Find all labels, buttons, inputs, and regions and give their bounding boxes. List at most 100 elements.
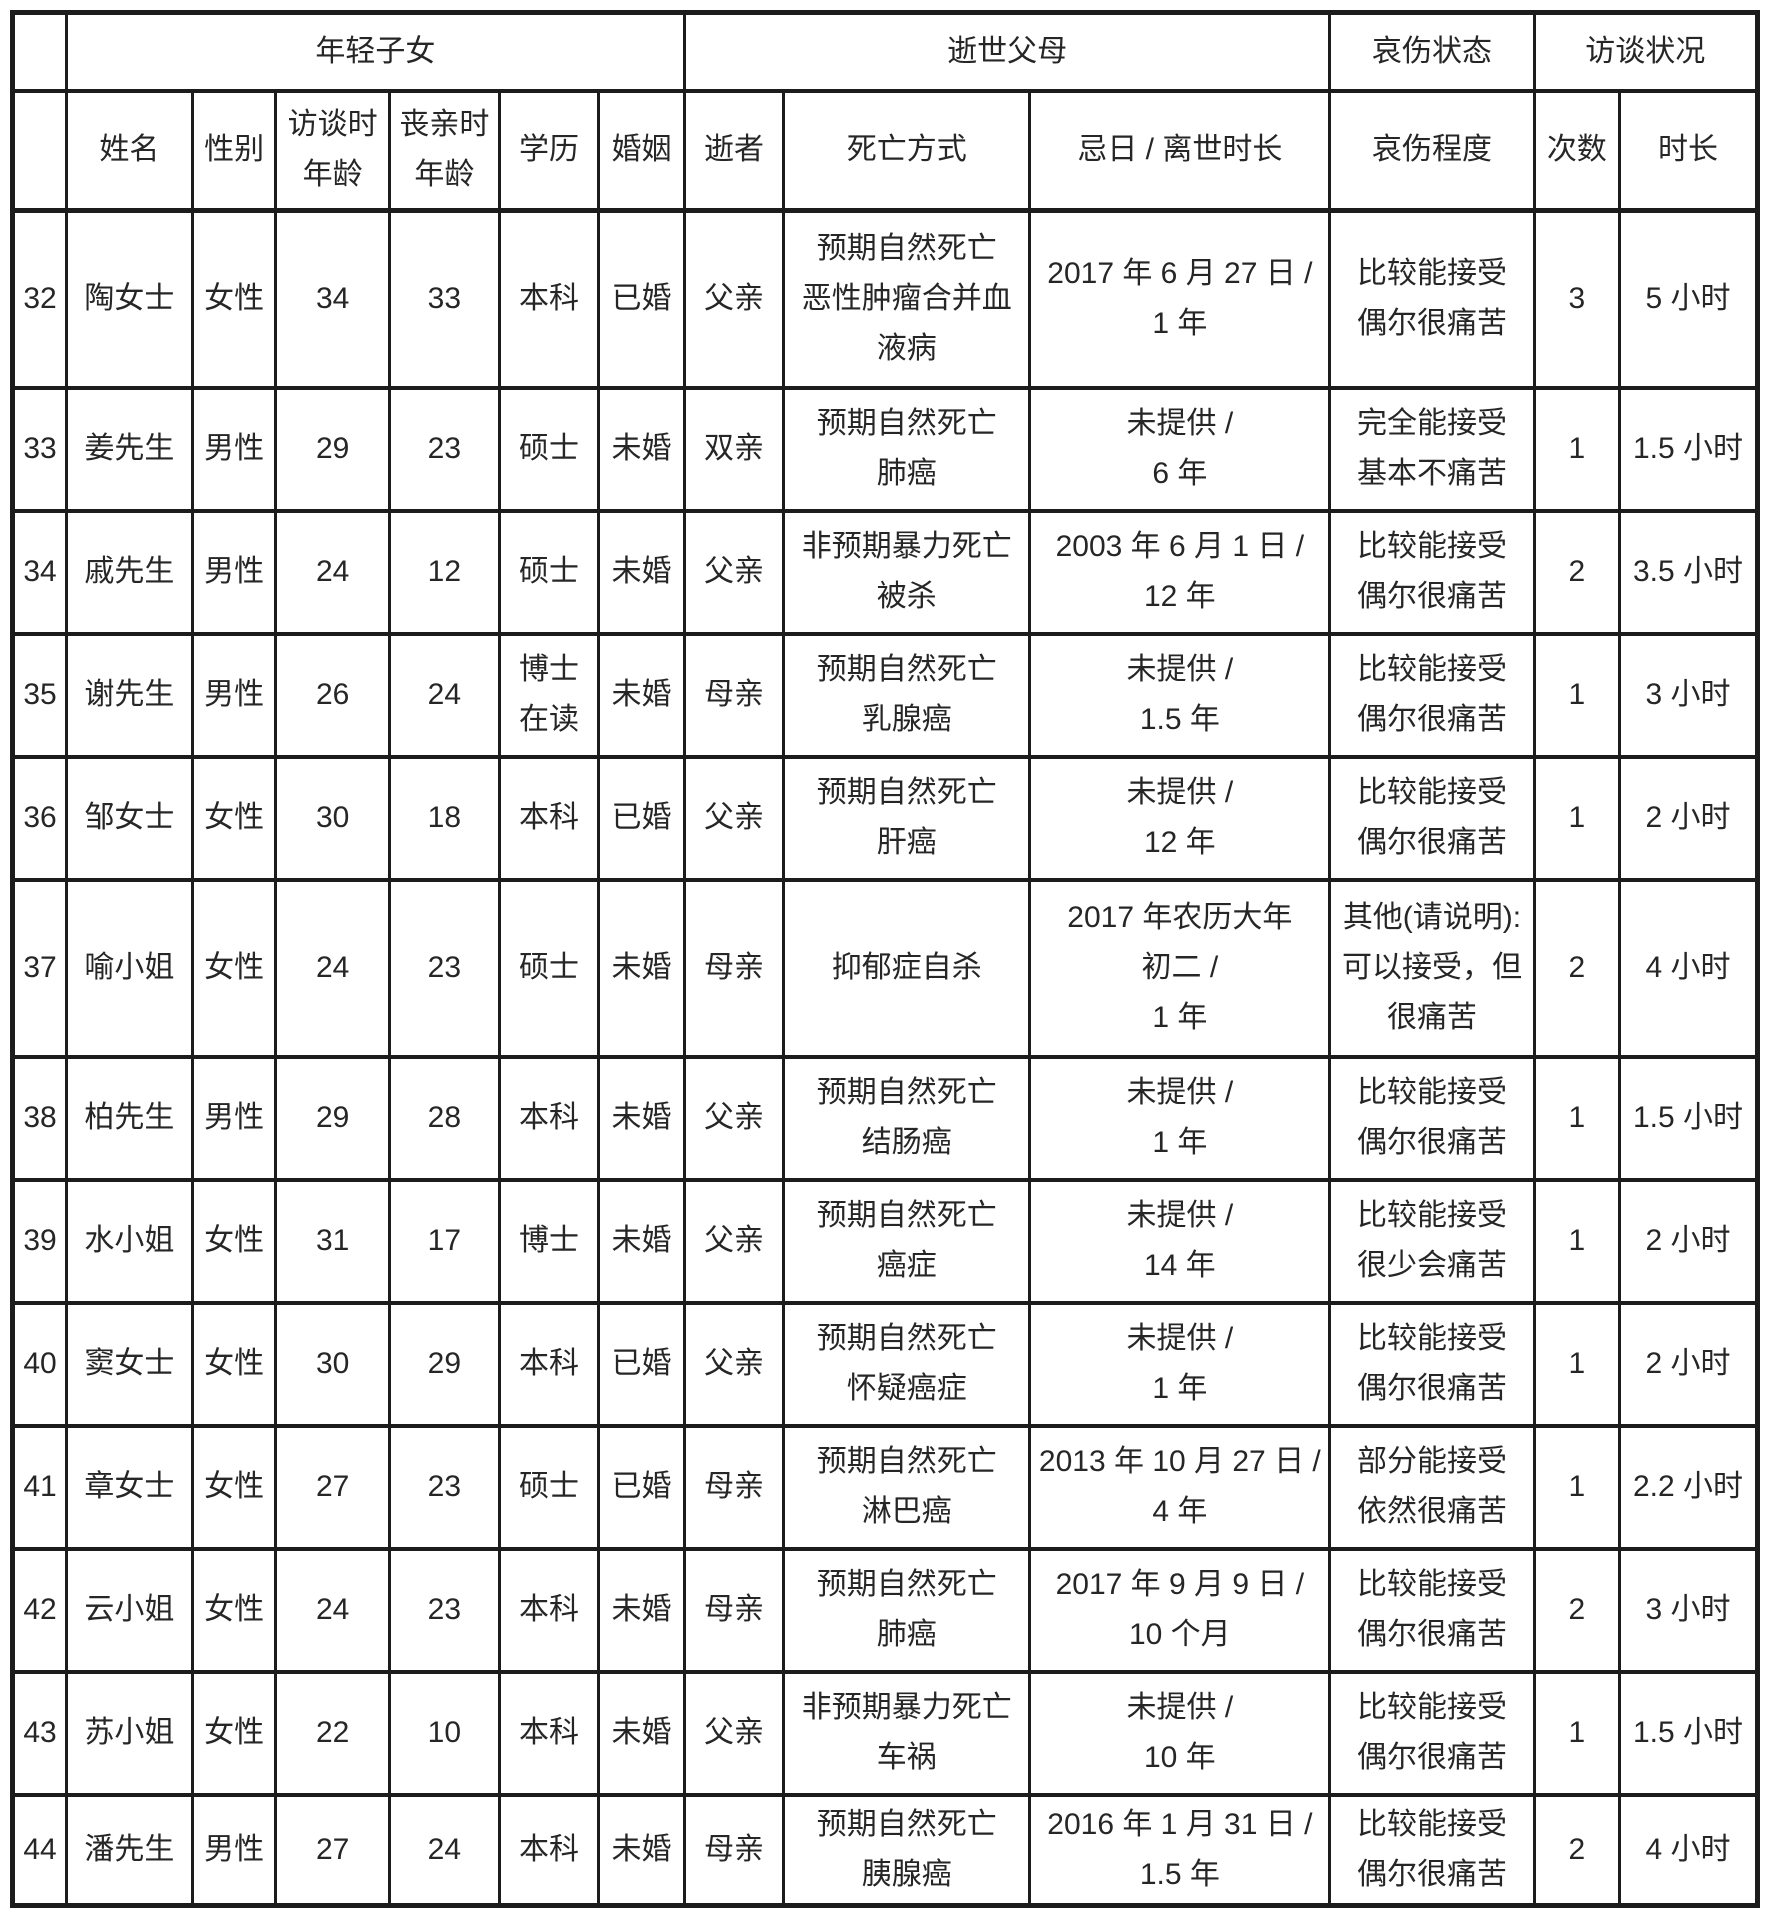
- cell-row-number: 42: [10, 1546, 69, 1674]
- cell-age-at-bereavement: 23: [387, 1546, 501, 1674]
- header-sub-row: 姓名 性别 访谈时 年龄 丧亲时 年龄 学历 婚姻 逝者 死亡方式 忌日 / 离…: [10, 88, 1759, 213]
- cell-deceased: 母亲: [682, 1423, 786, 1551]
- participants-table: 年轻子女 逝世父母 哀伤状态 访谈状况 姓名 性别 访谈时 年龄 丧亲时 年龄 …: [10, 10, 1760, 1908]
- cell-age-at-bereavement: 12: [387, 508, 501, 636]
- cell-times: 1: [1532, 1054, 1622, 1182]
- cell-age-at-interview: 22: [274, 1669, 391, 1797]
- cell-duration: 2 小时: [1618, 754, 1759, 882]
- cell-deceased: 父亲: [682, 208, 786, 390]
- cell-anniversary: 2016 年 1 月 31 日 / 1.5 年: [1028, 1792, 1332, 1908]
- cell-deceased: 父亲: [682, 754, 786, 882]
- cell-anniversary: 未提供 / 12 年: [1028, 754, 1332, 882]
- cell-name: 喻小姐: [65, 877, 194, 1059]
- cell-death-mode: 预期自然死亡 乳腺癌: [782, 631, 1032, 759]
- cell-gender: 女性: [190, 1669, 278, 1797]
- cell-education: 硕士: [497, 508, 601, 636]
- table-row: 44 潘先生 男性 27 24 本科 未婚 母亲 预期自然死亡 胰腺癌 2016…: [10, 1792, 1759, 1908]
- table-row: 41 章女士 女性 27 23 硕士 已婚 母亲 预期自然死亡 淋巴癌 2013…: [10, 1423, 1759, 1551]
- cell-grief-degree: 比较能接受 偶尔很痛苦: [1328, 1054, 1536, 1182]
- cell-death-mode: 预期自然死亡 恶性肿瘤合并血 液病: [782, 208, 1032, 390]
- cell-grief-degree: 比较能接受 很少会痛苦: [1328, 1177, 1536, 1305]
- cell-marriage: 未婚: [597, 508, 686, 636]
- cell-anniversary: 未提供 / 10 年: [1028, 1669, 1332, 1797]
- cell-education: 硕士: [497, 385, 601, 513]
- cell-marriage: 未婚: [597, 1792, 686, 1908]
- cell-education: 本科: [497, 1546, 601, 1674]
- cell-education: 本科: [497, 1669, 601, 1797]
- table-row: 34 戚先生 男性 24 12 硕士 未婚 父亲 非预期暴力死亡 被杀 2003…: [10, 508, 1759, 636]
- cell-age-at-interview: 24: [274, 1546, 391, 1674]
- cell-times: 1: [1532, 385, 1622, 513]
- cell-age-at-interview: 29: [274, 385, 391, 513]
- cell-education: 本科: [497, 1792, 601, 1908]
- cell-marriage: 未婚: [597, 385, 686, 513]
- cell-anniversary: 未提供 / 1 年: [1028, 1054, 1332, 1182]
- cell-duration: 4 小时: [1618, 877, 1759, 1059]
- col-header-duration: 时长: [1618, 88, 1759, 213]
- table-row: 33 姜先生 男性 29 23 硕士 未婚 双亲 预期自然死亡 肺癌 未提供 /…: [10, 385, 1759, 513]
- cell-grief-degree: 部分能接受 依然很痛苦: [1328, 1423, 1536, 1551]
- cell-duration: 1.5 小时: [1618, 1669, 1759, 1797]
- cell-death-mode: 预期自然死亡 胰腺癌: [782, 1792, 1032, 1908]
- cell-marriage: 未婚: [597, 1546, 686, 1674]
- cell-age-at-bereavement: 23: [387, 385, 501, 513]
- col-header-grief-degree: 哀伤程度: [1328, 88, 1536, 213]
- cell-death-mode: 非预期暴力死亡 被杀: [782, 508, 1032, 636]
- col-header-anniversary: 忌日 / 离世时长: [1028, 88, 1332, 213]
- cell-name: 柏先生: [65, 1054, 194, 1182]
- cell-times: 1: [1532, 754, 1622, 882]
- group-grief-state: 哀伤状态: [1328, 10, 1536, 93]
- table-row: 32 陶女士 女性 34 33 本科 已婚 父亲 预期自然死亡 恶性肿瘤合并血 …: [10, 208, 1759, 390]
- cell-deceased: 母亲: [682, 1546, 786, 1674]
- cell-death-mode: 预期自然死亡 癌症: [782, 1177, 1032, 1305]
- cell-grief-degree: 比较能接受 偶尔很痛苦: [1328, 631, 1536, 759]
- cell-deceased: 父亲: [682, 508, 786, 636]
- cell-gender: 女性: [190, 1300, 278, 1428]
- cell-education: 博士: [497, 1177, 601, 1305]
- cell-row-number: 40: [10, 1300, 69, 1428]
- table-row: 43 苏小姐 女性 22 10 本科 未婚 父亲 非预期暴力死亡 车祸 未提供 …: [10, 1669, 1759, 1797]
- cell-age-at-bereavement: 17: [387, 1177, 501, 1305]
- cell-duration: 3 小时: [1618, 631, 1759, 759]
- table-row: 37 喻小姐 女性 24 23 硕士 未婚 母亲 抑郁症自杀 2017 年农历大…: [10, 877, 1759, 1059]
- cell-grief-degree: 比较能接受 偶尔很痛苦: [1328, 1546, 1536, 1674]
- cell-deceased: 母亲: [682, 1792, 786, 1908]
- corner-cell-bottom: [10, 88, 69, 213]
- corner-cell-top: [10, 10, 69, 93]
- table-row: 40 窦女士 女性 30 29 本科 已婚 父亲 预期自然死亡 怀疑癌症 未提供…: [10, 1300, 1759, 1428]
- cell-anniversary: 2003 年 6 月 1 日 / 12 年: [1028, 508, 1332, 636]
- cell-age-at-bereavement: 24: [387, 631, 501, 759]
- cell-anniversary: 2013 年 10 月 27 日 / 4 年: [1028, 1423, 1332, 1551]
- col-header-name: 姓名: [65, 88, 194, 213]
- cell-name: 邹女士: [65, 754, 194, 882]
- cell-age-at-interview: 34: [274, 208, 391, 390]
- cell-death-mode: 非预期暴力死亡 车祸: [782, 1669, 1032, 1797]
- cell-times: 3: [1532, 208, 1622, 390]
- cell-name: 谢先生: [65, 631, 194, 759]
- cell-age-at-bereavement: 24: [387, 1792, 501, 1908]
- cell-name: 陶女士: [65, 208, 194, 390]
- cell-age-at-bereavement: 28: [387, 1054, 501, 1182]
- table-body: 32 陶女士 女性 34 33 本科 已婚 父亲 预期自然死亡 恶性肿瘤合并血 …: [10, 208, 1759, 1908]
- cell-gender: 女性: [190, 1423, 278, 1551]
- cell-grief-degree: 完全能接受 基本不痛苦: [1328, 385, 1536, 513]
- cell-age-at-interview: 30: [274, 1300, 391, 1428]
- col-header-age-at-interview: 访谈时 年龄: [274, 88, 391, 213]
- cell-anniversary: 2017 年 6 月 27 日 / 1 年: [1028, 208, 1332, 390]
- cell-anniversary: 未提供 / 6 年: [1028, 385, 1332, 513]
- cell-death-mode: 抑郁症自杀: [782, 877, 1032, 1059]
- cell-gender: 男性: [190, 631, 278, 759]
- cell-row-number: 44: [10, 1792, 69, 1908]
- cell-name: 云小姐: [65, 1546, 194, 1674]
- cell-gender: 男性: [190, 508, 278, 636]
- cell-name: 潘先生: [65, 1792, 194, 1908]
- cell-age-at-bereavement: 18: [387, 754, 501, 882]
- cell-name: 窦女士: [65, 1300, 194, 1428]
- cell-death-mode: 预期自然死亡 结肠癌: [782, 1054, 1032, 1182]
- cell-times: 1: [1532, 1300, 1622, 1428]
- cell-age-at-bereavement: 33: [387, 208, 501, 390]
- header-group-row: 年轻子女 逝世父母 哀伤状态 访谈状况: [10, 10, 1760, 93]
- cell-row-number: 38: [10, 1054, 69, 1182]
- cell-education: 硕士: [497, 877, 601, 1059]
